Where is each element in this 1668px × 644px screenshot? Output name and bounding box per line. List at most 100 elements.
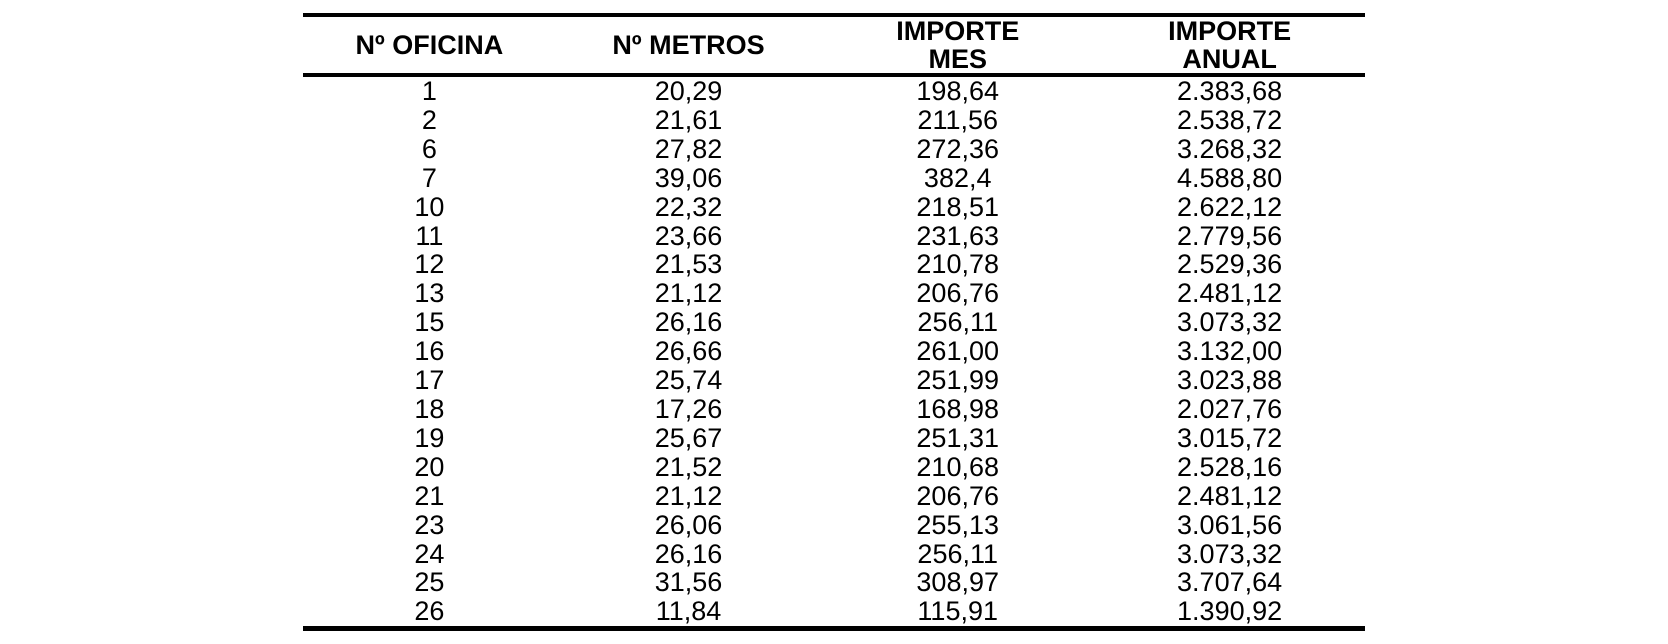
cell-num-oficina: 20 [414, 451, 445, 482]
header-importe-mes: IMPORTE MES [896, 16, 1020, 74]
table-row: 12 21,53 210,78 2.529,36 [303, 250, 1365, 279]
cell-importe-anual: 3.073,32 [1177, 307, 1283, 338]
table-row: 6 27,82 272,36 3.268,32 [303, 133, 1365, 164]
cell-num-metros: 20,29 [654, 76, 723, 106]
cell-num-metros: 26,66 [654, 336, 723, 367]
cell-num-oficina: 13 [414, 278, 445, 309]
header-num-oficina: Nº OFICINA [355, 30, 504, 60]
table-row: 20 21,52 210,68 2.528,16 [303, 451, 1365, 482]
cell-num-oficina: 10 [414, 191, 445, 222]
cell-num-metros: 21,61 [654, 104, 723, 135]
cell-num-metros: 39,06 [654, 162, 723, 193]
table-row: 25 31,56 308,97 3.707,64 [303, 568, 1365, 597]
cell-importe-mes: 231,63 [916, 220, 999, 251]
cell-num-metros: 22,32 [654, 191, 723, 222]
cell-num-metros: 27,82 [654, 133, 723, 164]
cell-importe-anual: 2.622,12 [1177, 191, 1283, 222]
cell-num-oficina: 11 [415, 220, 444, 251]
cell-importe-anual: 3.061,56 [1177, 509, 1283, 540]
cell-importe-mes: 382,4 [923, 162, 992, 193]
cell-importe-anual: 3.023,88 [1177, 365, 1283, 396]
cell-importe-anual: 2.383,68 [1177, 76, 1283, 106]
table-body: 1 20,29 198,64 2.383,68 2 21,61 211,56 2… [303, 75, 1365, 629]
cell-num-oficina: 18 [414, 393, 445, 424]
cell-num-oficina: 21 [414, 480, 445, 511]
cell-importe-mes: 272,36 [916, 133, 999, 164]
cell-num-metros: 21,52 [654, 451, 723, 482]
cell-num-oficina: 7 [421, 162, 437, 193]
cell-importe-mes: 206,76 [916, 278, 999, 309]
cell-importe-anual: 2.529,36 [1177, 249, 1283, 280]
cell-importe-anual: 3.132,00 [1177, 336, 1283, 367]
table-row: 19 25,67 251,31 3.015,72 [303, 422, 1365, 453]
cell-num-oficina: 24 [414, 538, 445, 569]
table-row: 1 20,29 198,64 2.383,68 [303, 75, 1365, 106]
table-row: 13 21,12 206,76 2.481,12 [303, 279, 1365, 308]
cell-importe-anual: 3.707,64 [1177, 567, 1283, 598]
cell-num-oficina: 19 [414, 422, 445, 453]
table-header: Nº OFICINA Nº METROS IMPORTE MES IMPORTE… [303, 15, 1365, 75]
table-row: 24 26,16 256,11 3.073,32 [303, 538, 1365, 569]
cell-importe-anual: 1.390,92 [1177, 596, 1283, 627]
cell-importe-mes: 255,13 [916, 509, 999, 540]
cell-importe-anual: 2.528,16 [1177, 451, 1283, 482]
cell-importe-mes: 308,97 [916, 567, 999, 598]
cell-num-metros: 17,26 [654, 393, 723, 424]
cell-num-oficina: 12 [414, 249, 445, 280]
table-row: 7 39,06 382,4 4.588,80 [303, 162, 1365, 193]
cell-num-metros: 11,84 [655, 596, 722, 627]
cell-importe-anual: 2.481,12 [1177, 278, 1283, 309]
cell-importe-anual: 2.027,76 [1177, 393, 1283, 424]
table-row: 10 22,32 218,51 2.622,12 [303, 191, 1365, 222]
cell-num-oficina: 25 [414, 567, 445, 598]
cell-importe-anual: 3.073,32 [1177, 538, 1283, 569]
table-row: 26 11,84 115,91 1.390,92 [303, 597, 1365, 628]
cell-importe-mes: 198,64 [916, 76, 999, 106]
table-header-row: Nº OFICINA Nº METROS IMPORTE MES IMPORTE… [303, 15, 1365, 75]
cell-importe-mes: 211,56 [917, 104, 998, 135]
cell-importe-mes: 210,78 [916, 249, 999, 280]
table-row: 21 21,12 206,76 2.481,12 [303, 480, 1365, 511]
cell-importe-mes: 261,00 [916, 336, 999, 367]
cell-importe-mes: 251,31 [916, 422, 999, 453]
cell-importe-mes: 256,11 [917, 538, 998, 569]
cell-importe-mes: 251,99 [916, 365, 999, 396]
cell-importe-mes: 218,51 [916, 191, 999, 222]
table-row: 2 21,61 211,56 2.538,72 [303, 106, 1365, 135]
cell-num-metros: 25,74 [654, 365, 723, 396]
cell-importe-mes: 256,11 [917, 307, 998, 338]
table-row: 16 26,66 261,00 3.132,00 [303, 337, 1365, 366]
cell-num-metros: 26,16 [654, 307, 723, 338]
cell-importe-mes: 206,76 [916, 480, 999, 511]
cell-importe-anual: 2.538,72 [1177, 104, 1283, 135]
table-row: 11 23,66 231,63 2.779,56 [303, 220, 1365, 251]
cell-importe-anual: 4.588,80 [1177, 162, 1283, 193]
cell-num-oficina: 15 [414, 307, 445, 338]
cell-importe-anual: 2.481,12 [1177, 480, 1283, 511]
cell-num-metros: 23,66 [654, 220, 723, 251]
cell-num-oficina: 26 [414, 596, 445, 627]
header-importe-anual: IMPORTE ANUAL [1168, 16, 1292, 74]
office-rent-table: Nº OFICINA Nº METROS IMPORTE MES IMPORTE… [303, 13, 1365, 632]
cell-num-metros: 26,06 [654, 509, 723, 540]
cell-num-oficina: 6 [421, 133, 437, 164]
table-row: 23 26,06 255,13 3.061,56 [303, 509, 1365, 540]
cell-num-metros: 31,56 [654, 567, 723, 598]
cell-num-oficina: 2 [421, 104, 437, 135]
cell-num-oficina: 16 [414, 336, 445, 367]
cell-num-metros: 21,12 [654, 480, 723, 511]
cell-num-oficina: 23 [414, 509, 445, 540]
cell-importe-anual: 3.268,32 [1177, 133, 1283, 164]
cell-num-metros: 21,12 [654, 278, 723, 309]
cell-num-oficina: 17 [414, 365, 445, 396]
header-num-metros: Nº METROS [612, 30, 765, 60]
cell-importe-mes: 210,68 [916, 451, 999, 482]
table-row: 18 17,26 168,98 2.027,76 [303, 395, 1365, 424]
table-row: 15 26,16 256,11 3.073,32 [303, 308, 1365, 337]
table-row: 17 25,74 251,99 3.023,88 [303, 366, 1365, 395]
cell-importe-mes: 168,98 [916, 393, 999, 424]
cell-importe-anual: 3.015,72 [1177, 422, 1283, 453]
cell-num-metros: 26,16 [654, 538, 723, 569]
cell-importe-anual: 2.779,56 [1177, 220, 1283, 251]
cell-importe-mes: 115,91 [917, 596, 998, 627]
